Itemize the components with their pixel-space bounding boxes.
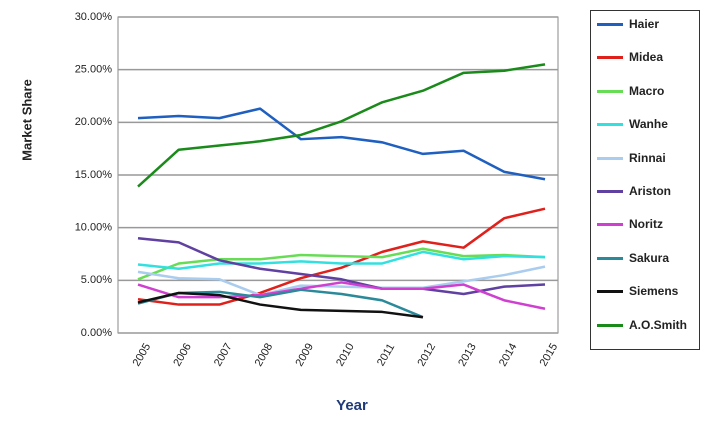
legend-swatch: [597, 56, 623, 60]
legend-label: Siemens: [629, 284, 679, 299]
x-tick-label: 2006: [171, 341, 194, 368]
y-tick-label: 20.00%: [75, 116, 113, 128]
legend-label: Rinnai: [629, 150, 666, 165]
legend-swatch: [597, 189, 623, 193]
series-line: [137, 207, 546, 306]
legend-label: Noritz: [629, 217, 663, 232]
series-line: [137, 236, 546, 296]
series-line: [137, 63, 546, 188]
legend-item: A.O.Smith: [591, 318, 699, 351]
y-tick-label: 30.00%: [75, 11, 113, 23]
legend-item: Siemens: [591, 284, 699, 317]
y-tick-label: 10.00%: [75, 222, 113, 234]
legend-swatch: [597, 156, 623, 160]
legend-label: Midea: [629, 50, 664, 65]
x-axis-title: Year: [336, 397, 368, 414]
series-line: [137, 247, 546, 281]
legend-item: Noritz: [591, 217, 699, 250]
legend: Haier Midea Macro Wanhe Rinnai Ariston Noritz S…: [590, 10, 700, 350]
legend-swatch: [597, 256, 623, 260]
legend-swatch: [597, 89, 623, 93]
legend-swatch: [597, 223, 623, 227]
x-tick-label: 2010: [334, 341, 357, 368]
legend-swatch: [597, 123, 623, 127]
series-line: [137, 265, 546, 297]
x-tick-label: 2007: [212, 341, 235, 368]
legend-label: Haier: [629, 17, 660, 31]
x-tick-label: 2008: [253, 341, 276, 368]
legend-label: Sakura: [629, 250, 670, 265]
x-tick-label: 2015: [538, 341, 561, 368]
series-line: [137, 107, 546, 181]
series-line: [137, 291, 424, 319]
legend-item: Rinnai: [591, 151, 699, 184]
legend-item: Midea: [591, 50, 699, 83]
x-tick-label: 2005: [131, 341, 154, 368]
legend-label: Wanhe: [629, 117, 668, 132]
legend-swatch: [597, 23, 623, 26]
legend-item: Ariston: [591, 184, 699, 217]
series-line: [137, 281, 546, 310]
y-tick-label: 0.00%: [81, 327, 112, 339]
y-tick-label: 5.00%: [81, 274, 112, 286]
legend-swatch: [597, 290, 623, 294]
legend-label: Macro: [629, 83, 665, 98]
legend-label: Ariston: [629, 183, 671, 198]
y-axis-title: Market Share: [19, 79, 34, 161]
series-line: [137, 250, 546, 270]
legend-item: Sakura: [591, 251, 699, 284]
y-tick-label: 25.00%: [75, 64, 113, 76]
x-tick-label: 2011: [375, 342, 397, 368]
x-tick-label: 2014: [497, 341, 520, 368]
legend-item: Macro: [591, 84, 699, 117]
legend-swatch: [597, 323, 623, 327]
legend-label: A.O.Smith: [629, 317, 688, 332]
legend-item: Wanhe: [591, 117, 699, 150]
x-tick-label: 2012: [416, 341, 439, 368]
x-tick-label: 2013: [456, 341, 479, 368]
legend-item: Haier: [591, 17, 699, 50]
y-tick-label: 15.00%: [75, 169, 113, 181]
x-tick-label: 2009: [293, 341, 316, 368]
